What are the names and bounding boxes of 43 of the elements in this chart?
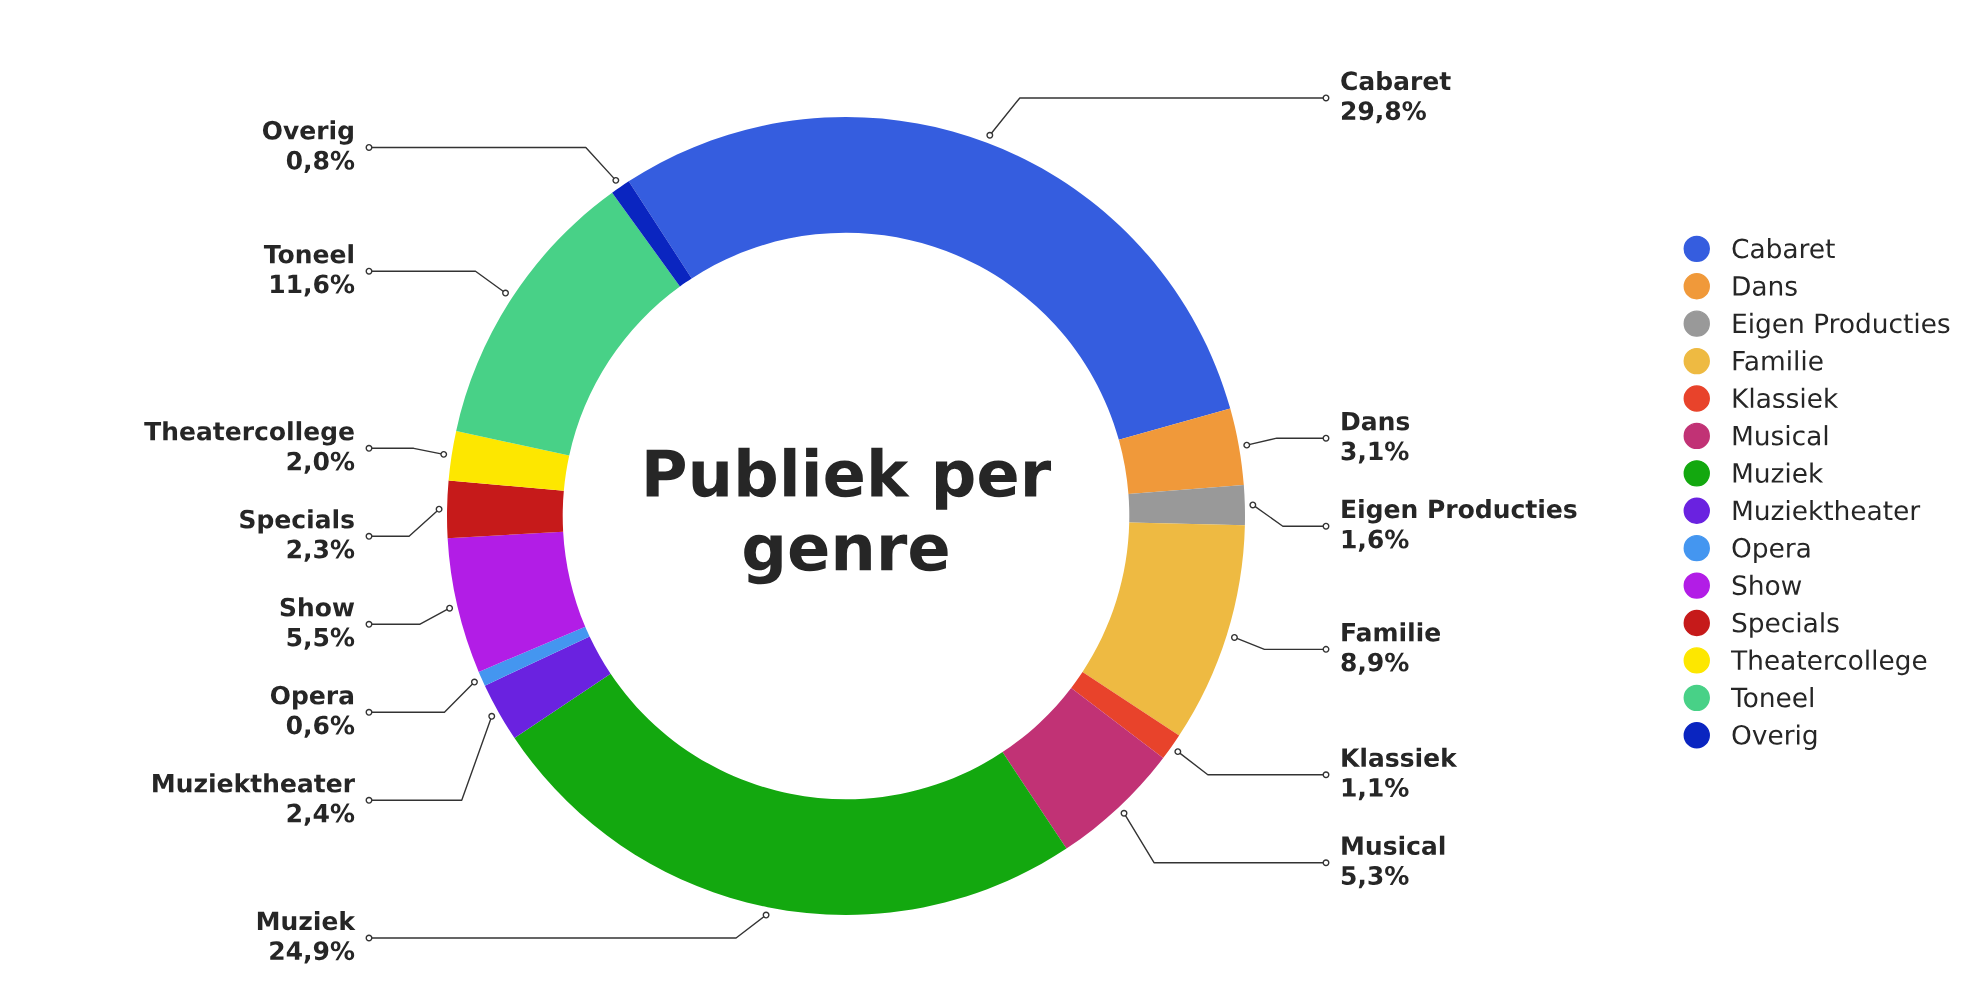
slice-label: Overig — [262, 120, 353, 145]
slice-label: Familie — [1342, 622, 1440, 642]
data-label: 2,4% — [287, 803, 355, 826]
slice-label: Klassiek — [1342, 747, 1458, 768]
slice-label: Specials — [240, 509, 354, 534]
data-label: 1,1% — [1342, 778, 1409, 801]
slice-label: Show — [280, 597, 355, 617]
slice-label: Muziek — [257, 910, 356, 931]
legend-label: Klassiek — [1733, 387, 1839, 409]
legend-label: Toneel — [1730, 687, 1813, 708]
text: Publiek per genre — [646, 447, 1052, 585]
data-label: 1,6% — [1342, 529, 1409, 552]
slice-label: Opera — [270, 685, 354, 710]
legend-label: Familie — [1733, 350, 1823, 371]
slice-label: Eigen Producties — [1342, 499, 1577, 524]
legend-label: Show — [1732, 574, 1802, 596]
slice-label: Toneel — [263, 244, 353, 264]
legend-label: Eigen Producties — [1733, 312, 1950, 339]
data-label: 29,8% — [1341, 101, 1426, 124]
data-label: 24,9% — [270, 941, 355, 964]
legend-label: Opera — [1732, 537, 1810, 563]
legend-label: Musical — [1733, 425, 1828, 446]
slice-label: Cabaret — [1341, 70, 1451, 91]
slice-label: Theatercollege — [144, 421, 354, 446]
data-label: 2,0% — [287, 451, 355, 474]
legend-label: Muziektheater — [1733, 499, 1921, 521]
data-label: 2,3% — [287, 539, 355, 562]
data-label: 8,9% — [1341, 652, 1409, 675]
legend-label: Muziek — [1733, 462, 1824, 483]
legend-label: Cabaret — [1732, 238, 1835, 259]
data-label: 0,8% — [286, 150, 355, 173]
data-label: 3,1% — [1341, 441, 1409, 464]
data-label: 5,5% — [287, 627, 355, 650]
data-label: 0,6% — [286, 715, 355, 738]
legend-label: Specials — [1732, 612, 1839, 638]
slice-label: Muziektheater — [153, 773, 355, 793]
slice-label: Dans — [1342, 411, 1410, 431]
data-label: 5,3% — [1341, 866, 1409, 889]
data-label: 11,6% — [271, 274, 355, 297]
legend-label: Overig — [1732, 724, 1817, 750]
legend-label: Theatercollege — [1730, 649, 1927, 676]
legend-label: Dans — [1733, 276, 1797, 296]
slice-label: Musical — [1342, 835, 1445, 856]
